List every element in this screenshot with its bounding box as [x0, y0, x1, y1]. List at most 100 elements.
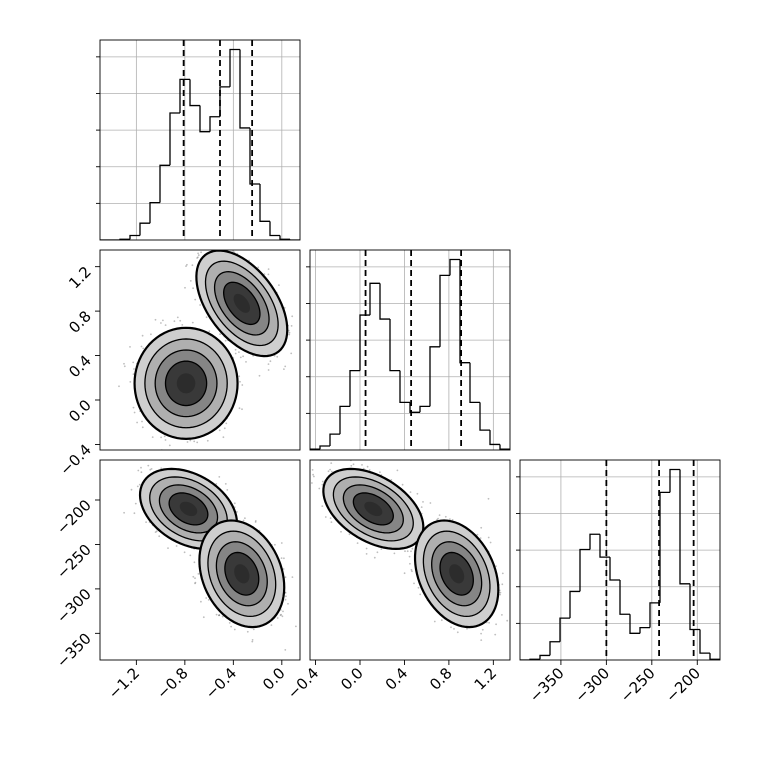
param1-vs-param0-panel-point [223, 427, 226, 430]
param1-vs-param0-panel-point [142, 347, 145, 350]
param2-histogram-bin-4 [559, 617, 570, 642]
param2-vs-param0-panel-point [133, 512, 136, 515]
param1-histogram-bin-14 [449, 258, 460, 276]
param1-vs-param0-panel-point [219, 333, 222, 336]
param2-histogram-bin-18 [699, 629, 710, 654]
param2-vs-param0-panel-point [274, 543, 276, 546]
param1-vs-param0-panel-point [189, 280, 192, 282]
param1-vs-param0-panel-point [176, 316, 179, 319]
param2-vs-param0-panel [99, 444, 301, 661]
param1-vs-param0-panel-frame [99, 249, 301, 451]
param2-vs-param0-panel-point [137, 469, 140, 472]
param1-vs-param0-panel-contour-1 [144, 338, 228, 429]
param2-histogram-bin-9 [609, 557, 620, 581]
param2-vs-param0-panel-point [122, 458, 124, 460]
param1-histogram-bin-2 [329, 433, 340, 447]
param1-vs-param0-panel-point [151, 436, 154, 438]
param1-vs-param0-panel-point [136, 421, 139, 424]
param1-histogram-bin-4 [349, 369, 360, 407]
param1-vs-param0-panel-point [141, 334, 144, 337]
param1-vs-param0-panel-point [225, 422, 228, 425]
param1-vs-param0-panel-point [208, 330, 211, 333]
param1-histogram-bin-18 [489, 430, 500, 446]
param1-vs-param0-panel-point [133, 368, 135, 370]
param2-vs-param0-panel-point [215, 613, 218, 616]
param1-vs-param0-panel-point [141, 426, 144, 429]
param1-histogram [306, 249, 511, 451]
param1-vs-param0-panel-point [196, 257, 199, 259]
param1-vs-param0-panel-point [185, 265, 187, 267]
param1-vs-param0-panel-point [234, 348, 237, 351]
param2-vs-param0-panel-point [284, 592, 287, 594]
param2-vs-param0-panel-point [224, 483, 227, 485]
param2-vs-param0-panel-point [154, 531, 157, 533]
param1-histogram-bin-1 [319, 445, 330, 450]
param1-histogram-bin-19 [499, 444, 510, 450]
param1-vs-param0-panel-point [194, 298, 197, 301]
param1-vs-param0-panel-point [290, 352, 293, 355]
param1-vs-param0-panel-point [192, 287, 195, 290]
param1-histogram-bin-13 [439, 274, 450, 347]
param1-vs-param0-panel-point [212, 231, 214, 233]
param0-histogram-bin-14 [239, 49, 250, 129]
param1-vs-param0-panel-point [267, 268, 270, 270]
param1-vs-param0-panel-density-0 [133, 326, 239, 440]
param1-vs-param0-panel-point [290, 325, 293, 327]
param2-histogram-bin-16 [679, 469, 690, 585]
param0-histogram-bin-11 [209, 116, 220, 132]
param2-histogram-frame [519, 459, 721, 661]
param1-vs-param0-panel-contour-3 [164, 360, 208, 407]
param2-vs-param0-panel-point [145, 521, 148, 523]
param1-vs-param0-panel-point [123, 362, 125, 365]
param0-histogram-bin-10 [199, 105, 210, 133]
param2-histogram-bin-5 [569, 590, 580, 619]
param2-histogram-bin-15 [669, 468, 680, 493]
param2-vs-param0-panel-point [130, 488, 133, 491]
param2-histogram-bin-3 [549, 641, 560, 656]
param2-vs-param0-panel-point [195, 456, 197, 458]
param2-vs-param0-panel-point [149, 444, 151, 446]
param2-histogram-bin-8 [599, 534, 610, 558]
param2-vs-param0-panel-point [160, 467, 163, 470]
param1-vs-param0-panel-point [150, 333, 152, 336]
param2-vs-param0-panel-point [150, 468, 153, 470]
param1-vs-param0-panel-point [273, 354, 276, 357]
param1-histogram-bin-12 [429, 346, 440, 407]
param1-vs-param0-panel-point [132, 406, 135, 409]
param2-vs-param0-panel-point [251, 639, 254, 641]
param2-vs-param0-panel-point [218, 476, 221, 478]
param2-vs-param0-panel-point [175, 545, 178, 547]
param1-vs-param0-panel-point [288, 333, 291, 336]
param1-vs-param0-panel [99, 231, 301, 460]
param0-histogram-bin-7 [169, 112, 180, 166]
param2-vs-param0-panel-point [138, 483, 141, 486]
param2-histogram-bin-10 [619, 580, 630, 615]
param1-vs-param0-panel-point [179, 319, 182, 322]
param1-vs-param0-panel-point [238, 375, 241, 378]
param1-vs-param0-panel-point [141, 420, 143, 423]
param2-vs-param0-panel-point [251, 640, 254, 643]
param0-histogram-plot-area [100, 40, 300, 240]
param1-vs-param0-panel-contour-3 [222, 281, 261, 326]
param1-vs-param0-panel-point [222, 436, 225, 439]
param2-histogram-bin-7 [589, 533, 600, 550]
param1-vs-param0-panel-point [168, 444, 171, 447]
param2-vs-param0-panel-point [183, 551, 186, 554]
param1-vs-param0-panel-point [187, 458, 189, 460]
param2-vs-param0-panel-point [226, 489, 229, 491]
param2-vs-param0-panel-point [233, 502, 236, 505]
param2-vs-param0-panel-point [282, 568, 285, 570]
param1-vs-param0-panel-point [205, 316, 208, 319]
param1-histogram-bin-0 [310, 448, 320, 450]
param0-histogram-bin-5 [149, 202, 160, 224]
param1-histogram-bin-5 [359, 314, 370, 371]
param2-vs-param0-panel-point [282, 610, 284, 613]
param1-vs-param0-panel-point [222, 245, 224, 247]
param2-vs-param0-panel-point [147, 464, 150, 467]
param0-histogram-frame [99, 39, 301, 241]
param2-vs-param0-panel-point [167, 547, 169, 549]
param1-vs-param0-panel-point [218, 429, 221, 432]
param1-vs-param0-panel-point [283, 368, 285, 370]
param2-vs-param0-panel-point [134, 502, 137, 505]
param1-vs-param0-panel-point [239, 380, 241, 383]
